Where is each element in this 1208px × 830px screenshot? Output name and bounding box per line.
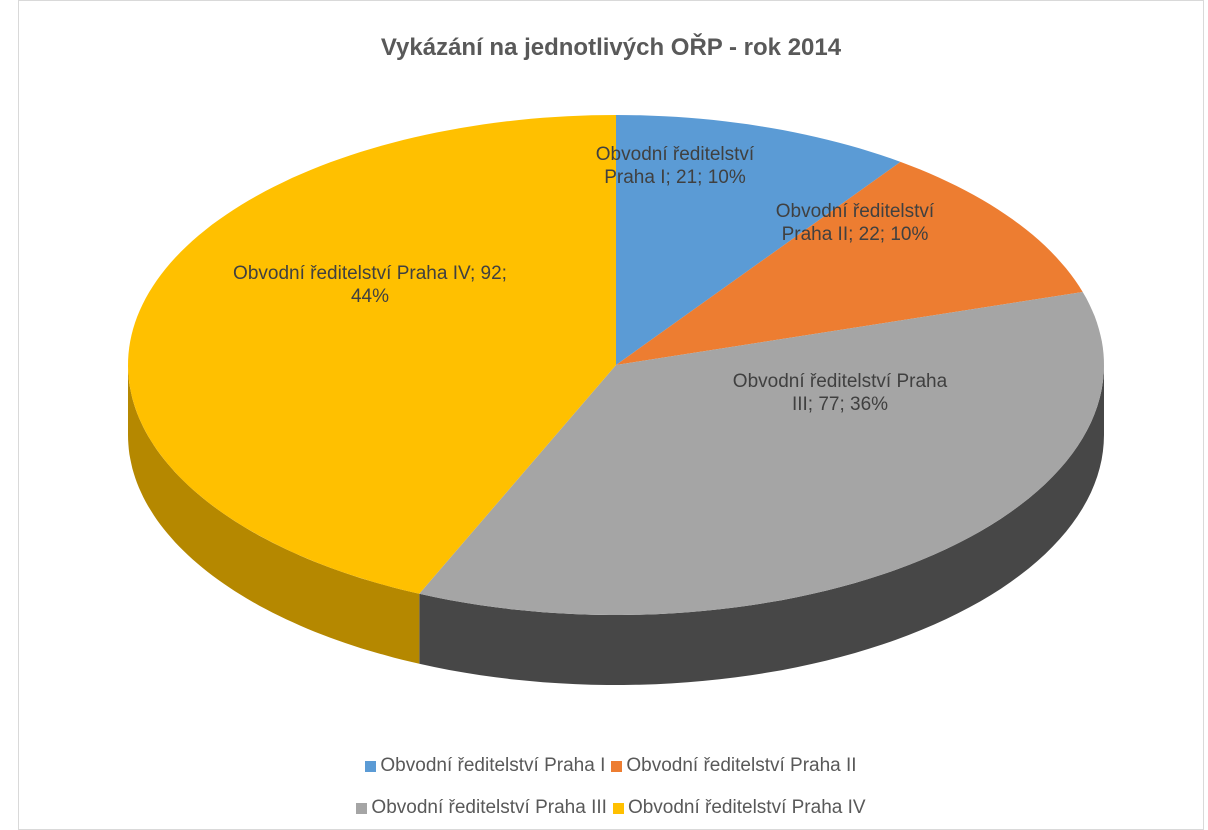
pie-sides bbox=[128, 365, 1104, 685]
legend-label: Obvodní ředitelství Praha IV bbox=[627, 797, 866, 818]
legend-swatch bbox=[365, 760, 377, 772]
legend-swatch bbox=[611, 760, 623, 772]
legend-label: Obvodní ředitelství Praha III bbox=[371, 797, 607, 818]
legend-item: Obvodní ředitelství Praha IV bbox=[612, 787, 866, 829]
slice-side bbox=[128, 365, 420, 664]
data-label: Obvodní ředitelství Praha IV; 92; 44% bbox=[233, 263, 507, 307]
legend-item: Obvodní ředitelství Praha II bbox=[611, 745, 857, 787]
slice-side bbox=[419, 365, 1104, 685]
legend-swatch bbox=[612, 802, 624, 814]
data-label: Obvodní ředitelství Praha III; 77; 36% bbox=[732, 371, 948, 415]
legend-item: Obvodní ředitelství Praha III bbox=[356, 787, 607, 829]
legend-label: Obvodní ředitelství Praha II bbox=[626, 755, 857, 776]
legend-label: Obvodní ředitelství Praha I bbox=[380, 755, 606, 776]
data-label: Obvodní ředitelství Praha II; 22; 10% bbox=[775, 201, 935, 245]
slice bbox=[128, 115, 616, 594]
slice bbox=[616, 161, 1083, 365]
legend-swatch bbox=[356, 802, 368, 814]
legend-item: Obvodní ředitelství Praha I bbox=[365, 745, 605, 787]
data-label: Obvodní ředitelství Praha I; 21; 10% bbox=[595, 144, 755, 188]
pie-tops bbox=[128, 115, 1104, 615]
legend: Obvodní ředitelství Praha I Obvodní ředit… bbox=[18, 745, 1204, 829]
slice bbox=[419, 292, 1104, 615]
chart-title: Vykázání na jednotlivých OŘP - rok 2014 bbox=[380, 34, 842, 61]
slice bbox=[616, 115, 901, 365]
